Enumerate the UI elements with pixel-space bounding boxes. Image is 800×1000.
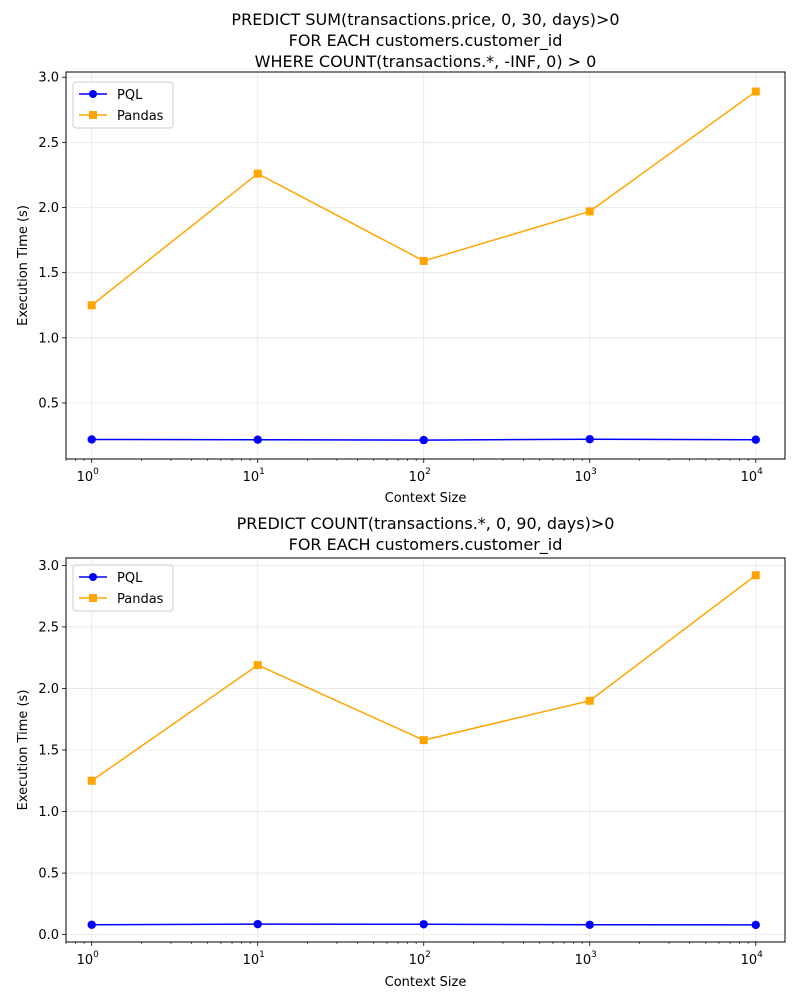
chart-1-y-axis: 0.5 1.0 1.5 2.0 2.5 3.0 <box>38 71 66 411</box>
chart-2-y-axis-label: Execution Time (s) <box>16 690 31 811</box>
chart-1-legend-pql-label: PQL <box>117 88 143 103</box>
series-pql-point <box>419 435 428 445</box>
chart-2-legend-pql-marker <box>89 573 97 581</box>
y-tick-label: 1.5 <box>38 744 59 759</box>
chart-2-plot-area <box>87 571 760 930</box>
chart-1-title-line-1: PREDICT SUM(transactions.price, 0, 30, d… <box>231 10 619 29</box>
chart-2-grid <box>66 558 785 942</box>
x-tick-label: 103 <box>575 467 597 485</box>
chart-2-legend-pandas-marker <box>89 594 97 602</box>
chart-1-title-line-2: FOR EACH customers.customer_id <box>289 31 563 51</box>
series-pandas-point <box>419 256 428 265</box>
chart-1-y-axis-label: Execution Time (s) <box>16 205 31 326</box>
chart-2-y-axis: 0.0 0.5 1.0 1.5 2.0 2.5 3.0 <box>38 559 66 943</box>
chart-1-legend-pandas-label: Pandas <box>117 109 164 124</box>
series-pql-point <box>585 920 594 929</box>
y-tick-label: 0.5 <box>38 396 59 411</box>
x-tick-label: 101 <box>243 467 265 485</box>
series-pandas-point <box>419 736 428 745</box>
chart-2-legend: PQL Pandas <box>72 564 174 612</box>
series-pandas-point <box>585 696 594 705</box>
x-tick-label: 104 <box>741 467 764 485</box>
x-tick-label: 102 <box>409 467 431 485</box>
y-tick-label: 2.0 <box>38 682 59 697</box>
series-pql-point <box>253 919 262 929</box>
chart-1-axes-frame <box>65 71 786 460</box>
y-tick-label: 2.5 <box>38 620 59 635</box>
series-pql-point <box>87 435 96 444</box>
series-pql-point <box>87 920 96 929</box>
chart-1-plot-area <box>87 87 760 445</box>
y-tick-label: 0.5 <box>38 867 59 882</box>
x-tick-label: 100 <box>77 950 100 968</box>
chart-1-x-axis-label: Context Size <box>385 491 467 506</box>
y-tick-label: 0.0 <box>38 928 59 943</box>
series-pandas-point <box>751 571 760 580</box>
series-pandas-point <box>585 207 594 216</box>
series-pandas-point <box>751 87 760 96</box>
y-tick-label: 3.0 <box>38 559 59 574</box>
chart-2-legend-pandas-label: Pandas <box>117 592 164 607</box>
chart-2-title-line-1: PREDICT COUNT(transactions.*, 0, 90, day… <box>237 514 615 533</box>
series-pandas-point <box>87 776 96 785</box>
series-pql-point <box>751 435 760 444</box>
chart-1-x-axis: 100 101 102 103 104 <box>65 459 764 485</box>
chart-2-x-axis-label: Context Size <box>385 975 467 990</box>
chart-1-legend: PQL Pandas <box>72 81 174 129</box>
series-pql-point <box>253 435 262 444</box>
chart-1-legend-pandas-marker <box>89 111 97 119</box>
chart-2-title-line-2: FOR EACH customers.customer_id <box>289 535 563 555</box>
x-tick-label: 103 <box>575 950 597 968</box>
y-tick-label: 1.5 <box>38 266 59 281</box>
series-pandas-point <box>253 661 262 670</box>
chart-2-x-axis: 100 101 102 103 104 <box>65 942 764 968</box>
y-tick-label: 1.0 <box>38 331 59 346</box>
y-tick-label: 1.0 <box>38 805 59 820</box>
chart-1-legend-pql-marker <box>89 90 97 98</box>
x-tick-label: 100 <box>77 467 100 485</box>
series-pql-point <box>419 920 428 929</box>
y-tick-label: 2.5 <box>38 136 59 151</box>
chart-2-legend-pql-label: PQL <box>117 571 143 586</box>
x-tick-label: 104 <box>741 950 764 968</box>
x-tick-label: 102 <box>409 950 431 968</box>
series-pandas-point <box>87 301 96 310</box>
series-pandas-point <box>253 169 262 178</box>
chart-1-title-line-3: WHERE COUNT(transactions.*, -INF, 0) > 0 <box>255 52 597 71</box>
series-pql-point <box>585 434 594 444</box>
chart-1-grid <box>66 72 785 459</box>
y-tick-label: 2.0 <box>38 201 59 216</box>
chart-2: PREDICT COUNT(transactions.*, 0, 90, day… <box>16 514 786 990</box>
x-tick-label: 101 <box>243 950 265 968</box>
series-pql-point <box>751 920 760 930</box>
y-tick-label: 3.0 <box>38 71 59 86</box>
chart-1: PREDICT SUM(transactions.price, 0, 30, d… <box>16 10 786 506</box>
